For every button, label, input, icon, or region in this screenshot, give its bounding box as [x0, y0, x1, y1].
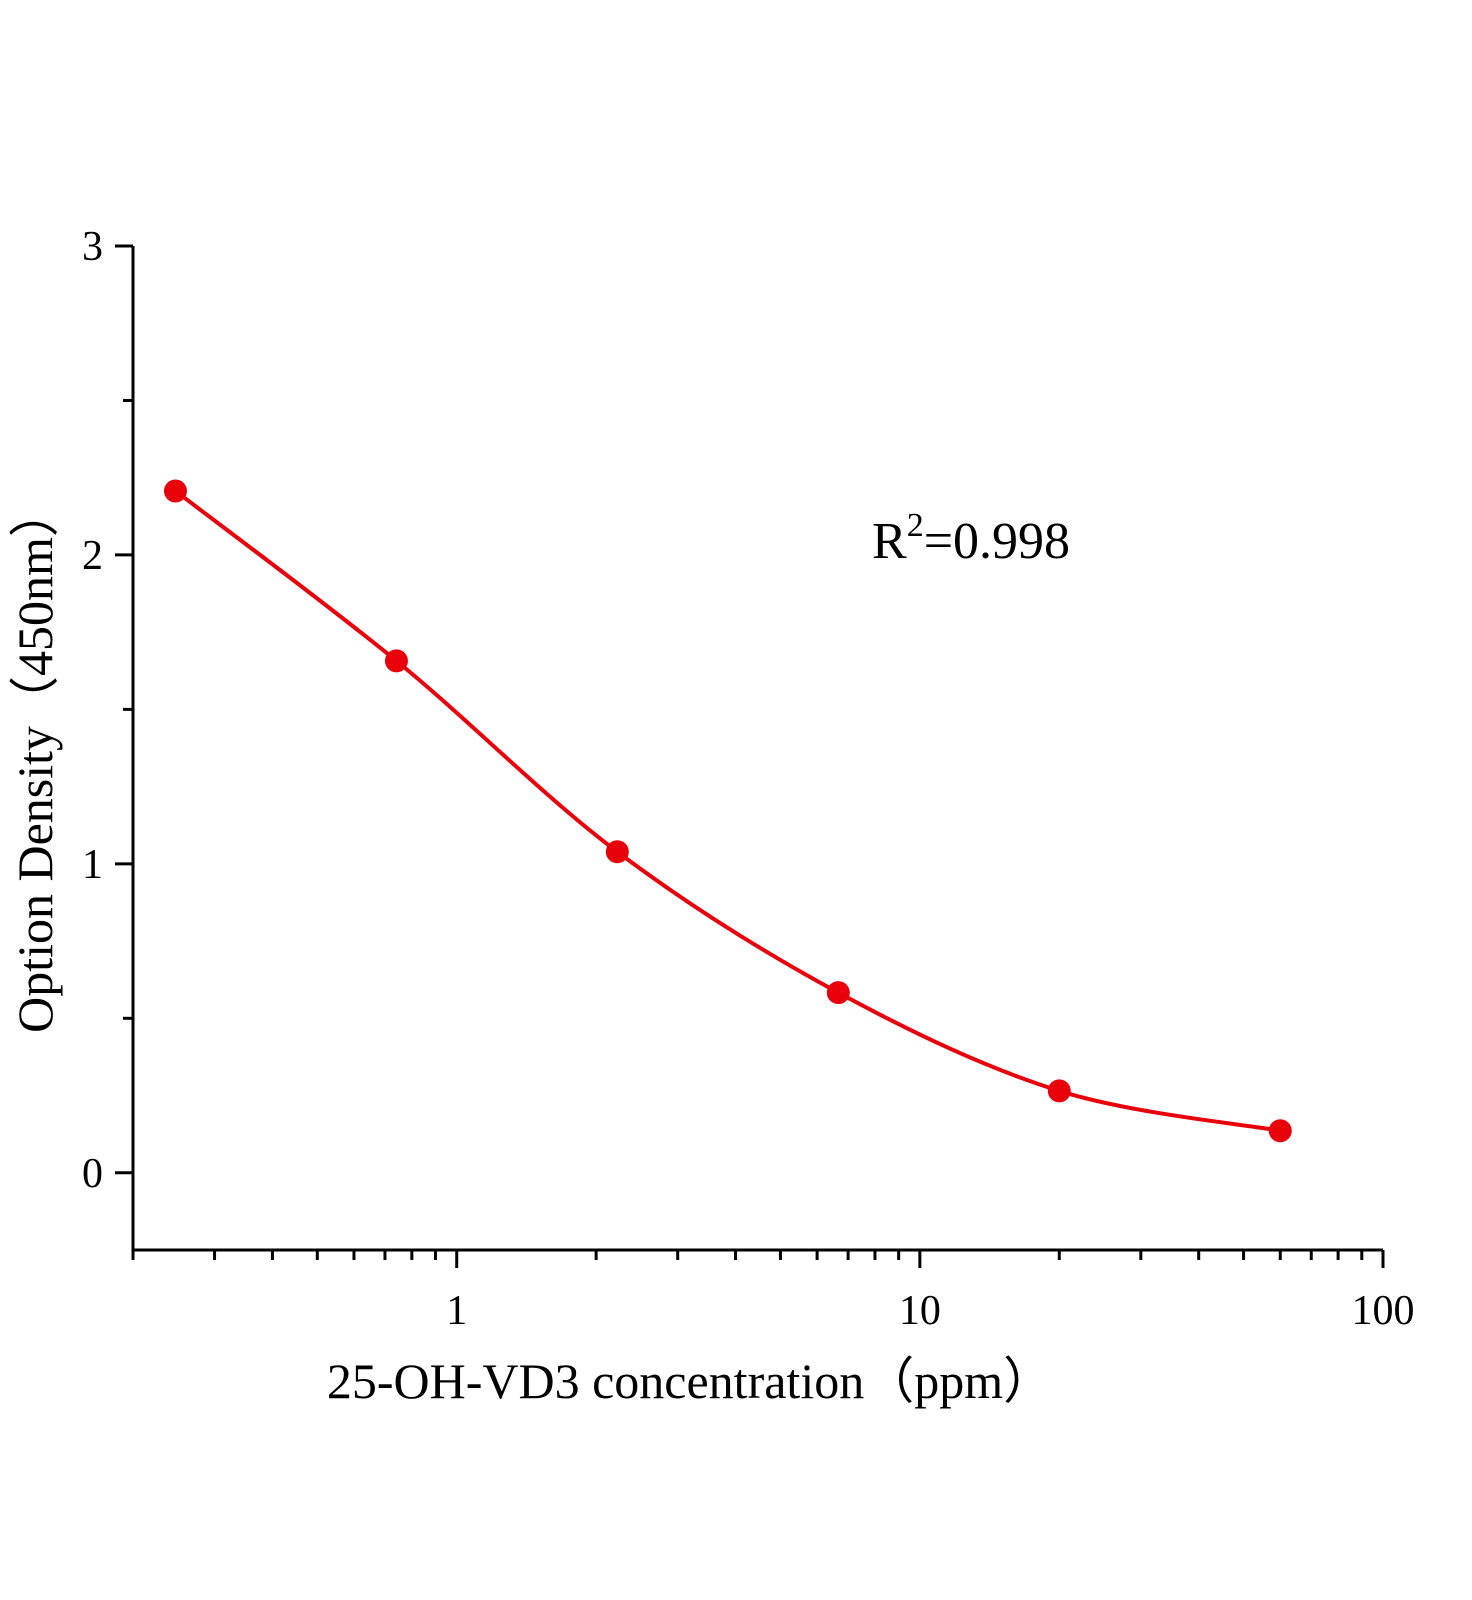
tick-labels: 0 1 2 3 1 10 100 — [82, 224, 1415, 1334]
fit-curve-layer — [174, 489, 1281, 1133]
data-point — [384, 649, 408, 673]
r-squared-sup: 2 — [907, 507, 924, 544]
data-point — [605, 840, 629, 864]
axes — [115, 244, 1385, 1268]
r-squared-base: R — [872, 513, 907, 570]
y-tick-label: 0 — [82, 1151, 103, 1197]
x-tick-label: 100 — [1352, 1288, 1415, 1334]
r-squared-value: =0.998 — [924, 513, 1070, 570]
y-axis-title: Option Density（450nm） — [7, 487, 63, 1033]
data-point — [1268, 1119, 1292, 1143]
y-tick-label: 2 — [82, 533, 103, 579]
data-point — [163, 479, 187, 503]
x-tick-label: 1 — [446, 1288, 467, 1334]
x-axis-title: 25-OH-VD3 concentration（ppm） — [327, 1353, 1053, 1409]
data-points — [163, 479, 1292, 1143]
y-tick-label: 1 — [82, 842, 103, 888]
data-point — [826, 981, 850, 1005]
fit-curve — [174, 489, 1281, 1133]
data-point — [1047, 1079, 1071, 1103]
r-squared-annotation: R2=0.998 — [872, 507, 1070, 570]
x-tick-label: 10 — [899, 1288, 941, 1334]
y-tick-label: 3 — [82, 224, 103, 270]
